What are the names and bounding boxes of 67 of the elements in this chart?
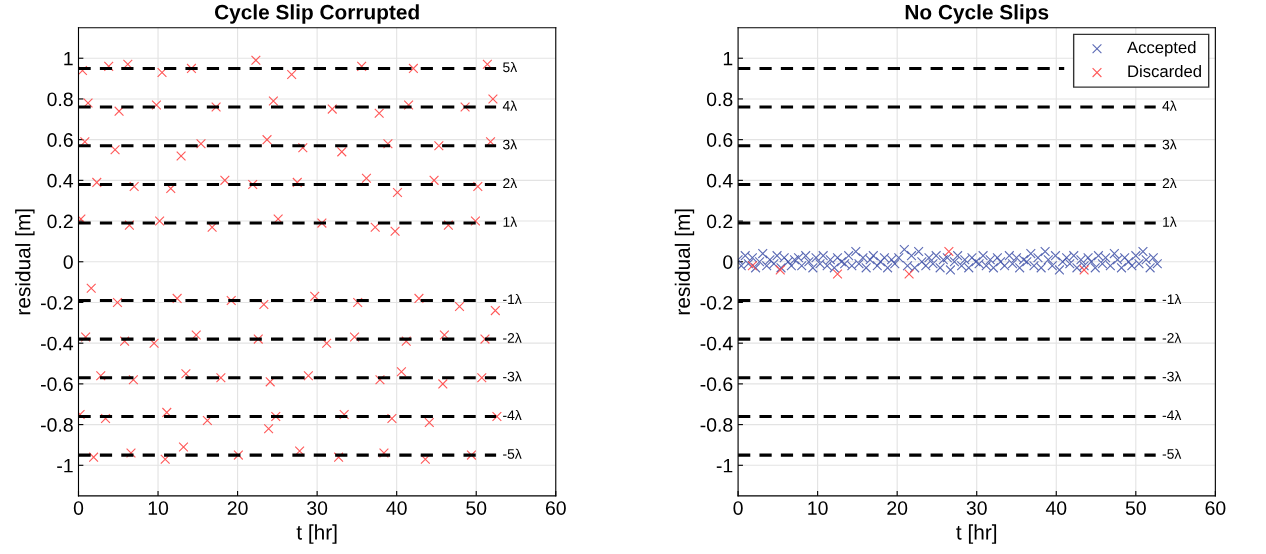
x-tick-label: 10	[148, 501, 169, 515]
x-tick-label: 60	[1205, 501, 1226, 515]
y-tick-label: 0.2	[706, 214, 733, 229]
series-label: -3λ	[503, 371, 522, 382]
chart-title: Cycle Slip Corrupted	[214, 4, 419, 24]
x-tick-label: 30	[307, 501, 328, 515]
x-axis-title: t [hr]	[296, 524, 337, 544]
x-tick-label: 40	[386, 501, 407, 515]
chart-title: No Cycle Slips	[905, 4, 1049, 24]
point	[832, 269, 843, 279]
series-label: 2λ	[503, 177, 518, 189]
x-tick-label: 20	[227, 501, 248, 515]
series-label: -5λ	[1162, 448, 1182, 459]
y-tick-label: 0	[723, 255, 733, 269]
y-tick-label: 0.6	[706, 133, 733, 147]
series-label: 3λ	[503, 139, 518, 150]
series-label: 3λ	[1162, 139, 1177, 150]
legend-label: Accepted	[1127, 41, 1196, 57]
y-tick-label: -0.4	[700, 336, 733, 351]
point	[1079, 264, 1090, 275]
x-tick-label: 0	[733, 501, 743, 515]
series-label: -3λ	[1162, 371, 1182, 382]
y-tick-label: -1	[716, 458, 733, 473]
x-tick-label: 50	[1125, 501, 1146, 515]
series-label: -4λ	[1162, 409, 1182, 421]
series-label: 2λ	[1162, 177, 1177, 189]
legend-label: Discarded	[1128, 64, 1201, 78]
series-label: 4λ	[1162, 100, 1177, 111]
y-axis-title: residual [m]	[15, 209, 35, 315]
y-tick-label: 0.8	[706, 92, 733, 107]
point	[943, 246, 954, 257]
series-label: -4λ	[503, 409, 522, 421]
x-tick-label: 0	[73, 501, 84, 515]
y-tick-label: 1	[64, 51, 73, 66]
y-tick-label: -0.2	[40, 295, 73, 310]
series-label: -5λ	[503, 448, 522, 459]
y-tick-label: 0.2	[47, 214, 73, 229]
x-tick-label: 40	[1045, 501, 1067, 515]
series-label: 1λ	[1163, 216, 1177, 227]
series-label: 5λ	[503, 61, 518, 73]
series-label: 1λ	[503, 216, 518, 227]
y-tick-label: -0.2	[700, 295, 733, 310]
y-tick-label: -0.6	[40, 377, 73, 392]
y-tick-label: 0.8	[47, 92, 73, 107]
y-tick-label: 0.6	[47, 133, 73, 147]
y-tick-label: -0.8	[40, 418, 73, 432]
x-tick-label: 50	[466, 501, 487, 515]
y-tick-label: 1	[723, 51, 733, 66]
y-tick-label: 0	[63, 255, 73, 269]
y-axis-title: residual [m]	[674, 209, 695, 315]
series-label: 4λ	[502, 100, 518, 111]
x-tick-label: 20	[887, 501, 908, 515]
y-tick-label: -0.6	[700, 377, 733, 392]
x-tick-label: 10	[808, 501, 828, 515]
series-label: -2λ	[1162, 332, 1182, 343]
y-tick-label: 0.4	[47, 173, 74, 188]
series-label: -2λ	[503, 332, 522, 343]
y-tick-label: -0.8	[700, 418, 733, 432]
x-tick-label: 60	[545, 501, 566, 515]
point	[904, 269, 915, 279]
y-tick-label: 0.4	[706, 173, 733, 188]
series-label: -1λ	[1162, 293, 1182, 305]
series-label: -1λ	[503, 293, 522, 305]
x-axis-title: t [hr]	[956, 524, 997, 544]
y-tick-label: -0.4	[40, 336, 74, 351]
y-tick-label: -1	[57, 458, 73, 473]
x-tick-label: 30	[966, 501, 987, 515]
